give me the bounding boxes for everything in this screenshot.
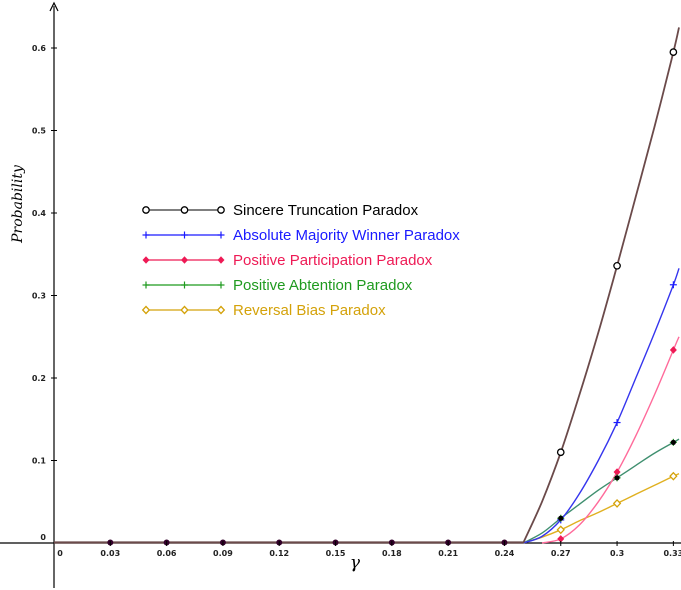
absolute-majority-winner-paradox-point [613, 419, 621, 427]
legend-label: Sincere Truncation Paradox [233, 202, 419, 219]
extra-point [558, 515, 564, 521]
x-tick-label: 0.03 [100, 549, 120, 558]
y-tick-label: 0.3 [32, 292, 46, 301]
sincere-truncation-paradox-point [556, 448, 565, 457]
reversal-bias-paradox-line [522, 473, 680, 544]
legend-marker [216, 305, 226, 315]
legend-marker [142, 256, 150, 264]
data-markers [107, 48, 678, 546]
legend-marker [142, 281, 150, 289]
legend-marker [142, 206, 150, 214]
legend-marker [180, 305, 189, 315]
legend-item-positive-abtention-paradox: Positive Abtention Paradox [142, 277, 413, 294]
tick-labels: 0 0.03 0.06 0.09 0.12 0.15 0.18 0.21 0.24 0.27 0.3… [32, 44, 681, 558]
legend: Sincere Truncation Paradox Absolute Major… [141, 202, 460, 319]
x-tick-label: 0 [57, 549, 63, 558]
y-tick-label: 0.6 [32, 44, 47, 53]
x-tick-label: 0.33 [663, 549, 681, 558]
y-axis-title: Probability [10, 164, 26, 244]
sincere-truncation-paradox-point [613, 261, 621, 270]
y-tick-label: 0.4 [32, 209, 47, 218]
x-tick-label: 0.12 [269, 549, 289, 558]
legend-marker [217, 256, 225, 264]
absolute-majority-winner-paradox-line [522, 268, 680, 544]
reversal-bias-paradox-point [612, 498, 622, 508]
x-tick-label: 0.27 [551, 549, 571, 558]
legend-item-positive-participation-paradox: Positive Participation Paradox [142, 252, 433, 269]
y-tick-label: 0.2 [32, 374, 46, 383]
x-tick-label: 0.09 [213, 549, 233, 558]
y-axis-arrow [49, 1, 59, 12]
legend-marker [181, 281, 188, 289]
legend-marker [180, 206, 189, 214]
legend-item-sincere-truncation-paradox: Sincere Truncation Paradox [142, 202, 419, 219]
legend-item-absolute-majority-winner-paradox: Absolute Majority Winner Paradox [142, 227, 460, 244]
legend-label: Positive Participation Paradox [233, 252, 433, 269]
x-tick-label: 0.06 [157, 549, 177, 558]
x-tick-label: 0.24 [495, 549, 515, 558]
x-tick-label: 0.3 [610, 549, 624, 558]
legend-label: Absolute Majority Winner Paradox [233, 227, 460, 244]
y-tick-label: 0.5 [32, 127, 47, 136]
legend-marker [141, 305, 151, 315]
absolute-majority-winner-paradox-point [669, 281, 677, 289]
positive-participation-paradox-point [669, 346, 677, 354]
legend-label: Reversal Bias Paradox [233, 302, 386, 319]
sincere-truncation-paradox-line [522, 27, 680, 544]
reversal-bias-paradox-point [556, 525, 565, 535]
x-tick-label: 0.15 [326, 549, 346, 558]
legend-marker [181, 256, 188, 264]
y-tick-label: 0 [40, 533, 46, 542]
extra-point [614, 475, 620, 481]
legend-marker [217, 206, 225, 214]
positive-abtention-paradox-line [522, 438, 680, 544]
positive-participation-paradox-point [557, 535, 565, 543]
legend-marker [142, 231, 150, 239]
positive-participation-paradox-line [541, 336, 680, 544]
x-tick-label: 0.18 [382, 549, 402, 558]
y-tick-label: 0.1 [32, 457, 47, 466]
legend-marker [181, 231, 188, 239]
reversal-bias-paradox-point [669, 471, 678, 481]
legend-label: Positive Abtention Paradox [233, 277, 413, 294]
legend-marker [217, 231, 225, 239]
legend-item-reversal-bias-paradox: Reversal Bias Paradox [141, 302, 386, 319]
x-tick-label: 0.21 [438, 549, 458, 558]
legend-marker [217, 281, 225, 289]
sincere-truncation-paradox-point [669, 48, 678, 56]
extra-point [670, 439, 676, 445]
x-axis-title: γ [350, 553, 361, 573]
positive-participation-paradox-point [613, 468, 621, 476]
